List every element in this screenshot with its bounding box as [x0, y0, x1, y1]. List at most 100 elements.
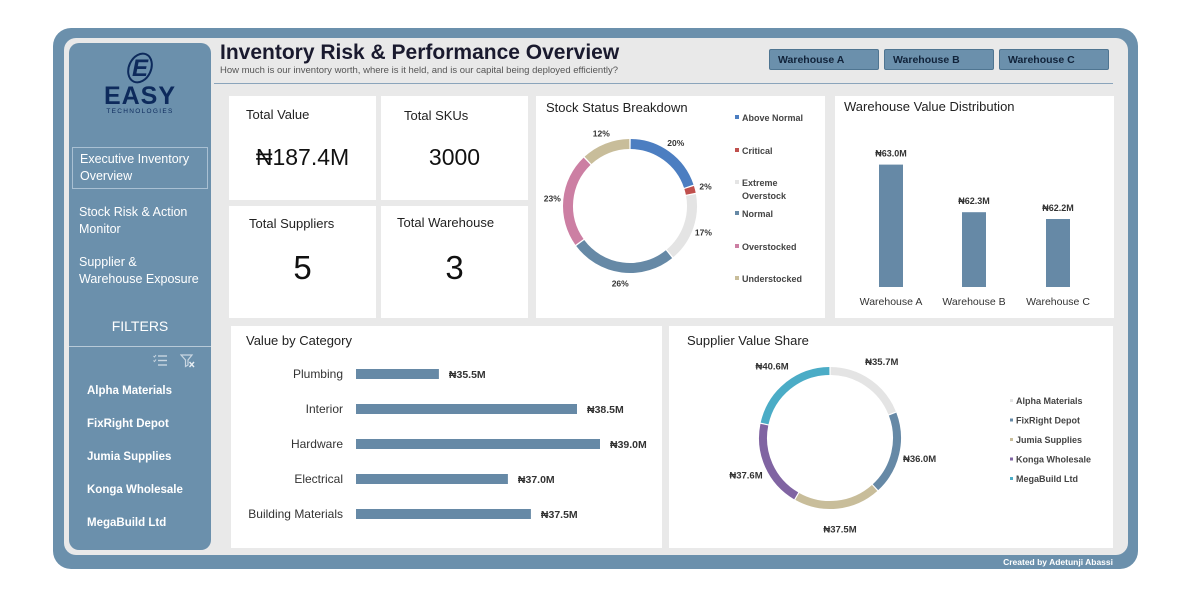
legend-swatch: [735, 211, 739, 215]
filter-item-jumia-supplies[interactable]: Jumia Supplies: [87, 451, 172, 463]
data-label-hardware: ₦39.0M: [610, 439, 647, 451]
bar-interior[interactable]: [356, 404, 577, 414]
chart-title: Supplier Value Share: [687, 333, 809, 348]
data-label-normal: 26%: [612, 278, 629, 288]
legend-label: Extreme: [742, 178, 778, 188]
kpi-value: 3000: [428, 144, 481, 170]
legend-swatch: [735, 276, 739, 280]
legend-swatch: [1010, 438, 1013, 441]
warehouse-value-bar-chart: ₦63.0M Warehouse A ₦62.3M Warehouse B ₦62.2M…: [860, 149, 1091, 308]
brand-tagline: TECHNOLOGIES: [106, 108, 174, 115]
donut-slice-above-normal[interactable]: [630, 139, 694, 188]
donut-slice-megabuild-ltd[interactable]: [760, 367, 830, 425]
kpi-value: 3: [445, 249, 464, 286]
header-divider: [214, 83, 1113, 84]
legend-item-megabuild-ltd[interactable]: MegaBuild Ltd: [1010, 474, 1078, 484]
supplier-share-card: Supplier Value Share ₦35.7M ₦36.0M ₦37.5M ₦…: [669, 326, 1113, 548]
donut-slice-normal[interactable]: [576, 239, 673, 273]
filter-item-megabuild-ltd[interactable]: MegaBuild Ltd: [87, 517, 167, 529]
donut-slice-jumia-supplies[interactable]: [795, 484, 878, 509]
kpi-card-total-skus: Total SKUs 3000: [381, 96, 528, 200]
bar-hardware[interactable]: [356, 439, 600, 449]
data-label-extreme-overstock: 17%: [695, 227, 712, 237]
legend-item-critical[interactable]: Critical: [735, 146, 773, 156]
bar-warehouse-b[interactable]: [962, 212, 986, 287]
legend-item-alpha-materials[interactable]: Alpha Materials: [1010, 396, 1083, 406]
filter-item-fixright-depot[interactable]: FixRight Depot: [87, 418, 169, 430]
nav-stock-risk[interactable]: Stock Risk & Action Monitor: [72, 200, 208, 242]
tick-label-interior: Interior: [306, 402, 343, 416]
bar-warehouse-c[interactable]: [1046, 219, 1070, 287]
legend-swatch: [1010, 418, 1013, 422]
chart-title: Warehouse Value Distribution: [844, 99, 1015, 114]
credit-text: Created by Adetunji Abassi: [1003, 557, 1113, 567]
category-value-card: Value by Category Plumbing ₦35.5M Interior…: [231, 326, 662, 548]
kpi-card-total-value: Total Value ₦187.4M: [229, 96, 376, 200]
kpi-value: ₦187.4M: [255, 144, 350, 170]
donut-slice-konga-wholesale[interactable]: [759, 423, 799, 500]
logo-letter: E: [132, 55, 149, 82]
tick-label-hardware: Hardware: [291, 437, 343, 451]
donut-slice-alpha-materials[interactable]: [830, 367, 896, 415]
donut-slice-extreme-overstock[interactable]: [666, 194, 697, 258]
data-label-fixright-depot: ₦36.0M: [903, 454, 936, 465]
data-label-megabuild-ltd: ₦40.6M: [755, 362, 788, 373]
warehouse-a-button[interactable]: Warehouse A: [769, 49, 879, 70]
data-label-above-normal: 20%: [667, 138, 684, 148]
donut-slice-critical[interactable]: [684, 185, 696, 195]
legend-label: Overstocked: [742, 242, 797, 252]
filter-item-alpha-materials[interactable]: Alpha Materials: [87, 385, 172, 397]
legend-label: FixRight Depot: [1016, 416, 1080, 426]
data-label-warehouse-b: ₦62.3M: [958, 196, 990, 206]
data-label-critical: 2%: [699, 182, 712, 192]
bar-warehouse-a[interactable]: [879, 164, 903, 287]
data-label-warehouse-c: ₦62.2M: [1042, 203, 1074, 213]
data-label-building-materials: ₦37.5M: [541, 509, 578, 521]
legend-item-normal[interactable]: Normal: [735, 209, 773, 219]
bar-building-materials[interactable]: [356, 509, 531, 519]
data-label-alpha-materials: ₦35.7M: [865, 357, 898, 368]
data-label-warehouse-a: ₦63.0M: [875, 149, 907, 159]
filters-title: FILTERS: [111, 318, 169, 334]
bar-electrical[interactable]: [356, 474, 508, 484]
legend-label: Normal: [742, 209, 773, 219]
tick-label-warehouse-b: Warehouse B: [942, 296, 1005, 308]
legend-label: Overstock: [742, 191, 787, 201]
legend-label: Critical: [742, 146, 773, 156]
legend-item-extreme-overstock[interactable]: Extreme Overstock: [735, 178, 787, 201]
donut-slice-overstocked[interactable]: [563, 157, 591, 245]
warehouse-b-button[interactable]: Warehouse B: [884, 49, 994, 70]
kpi-card-total-suppliers: Total Suppliers 5: [229, 206, 376, 318]
legend-label: Jumia Supplies: [1016, 435, 1082, 445]
legend-label: Understocked: [742, 274, 802, 284]
legend-label: MegaBuild Ltd: [1016, 474, 1078, 484]
data-label-electrical: ₦37.0M: [518, 474, 555, 486]
filter-item-konga-wholesale[interactable]: Konga Wholesale: [87, 484, 183, 496]
donut-slice-fixright-depot[interactable]: [872, 412, 901, 491]
nav-label-line1: Executive Inventory: [80, 152, 190, 166]
nav-supplier-warehouse[interactable]: Supplier & Warehouse Exposure: [72, 250, 208, 292]
legend-item-understocked[interactable]: Understocked: [735, 274, 802, 284]
warehouse-c-button[interactable]: Warehouse C: [999, 49, 1109, 70]
legend-item-jumia-supplies[interactable]: Jumia Supplies: [1010, 435, 1082, 445]
legend-swatch: [735, 244, 739, 248]
legend-item-konga-wholesale[interactable]: Konga Wholesale: [1010, 455, 1091, 465]
legend-swatch: [735, 115, 739, 119]
legend-label: Konga Wholesale: [1016, 455, 1091, 465]
clear-filter-icon[interactable]: [180, 354, 195, 368]
legend-item-overstocked[interactable]: Overstocked: [735, 242, 797, 252]
legend-label: Alpha Materials: [1016, 396, 1083, 406]
filter-toolbar: [153, 354, 195, 368]
filters-divider: [69, 346, 211, 347]
nav-label-line2: Warehouse Exposure: [79, 272, 199, 286]
legend-item-above-normal[interactable]: Above Normal: [735, 113, 803, 123]
bar-plumbing[interactable]: [356, 369, 439, 379]
multi-select-icon[interactable]: [153, 354, 168, 367]
tick-label-electrical: Electrical: [294, 472, 343, 486]
legend-item-fixright-depot[interactable]: FixRight Depot: [1010, 416, 1080, 426]
tick-label-warehouse-c: Warehouse C: [1026, 296, 1090, 308]
donut-slice-understocked[interactable]: [584, 139, 630, 165]
nav-executive-overview[interactable]: Executive Inventory Overview: [72, 147, 208, 189]
page-title: Inventory Risk & Performance Overview: [220, 41, 620, 64]
stock-status-donut-chart: 20% 2% 17% 26% 23% 12% Above Normal Critical Ext…: [544, 113, 803, 288]
